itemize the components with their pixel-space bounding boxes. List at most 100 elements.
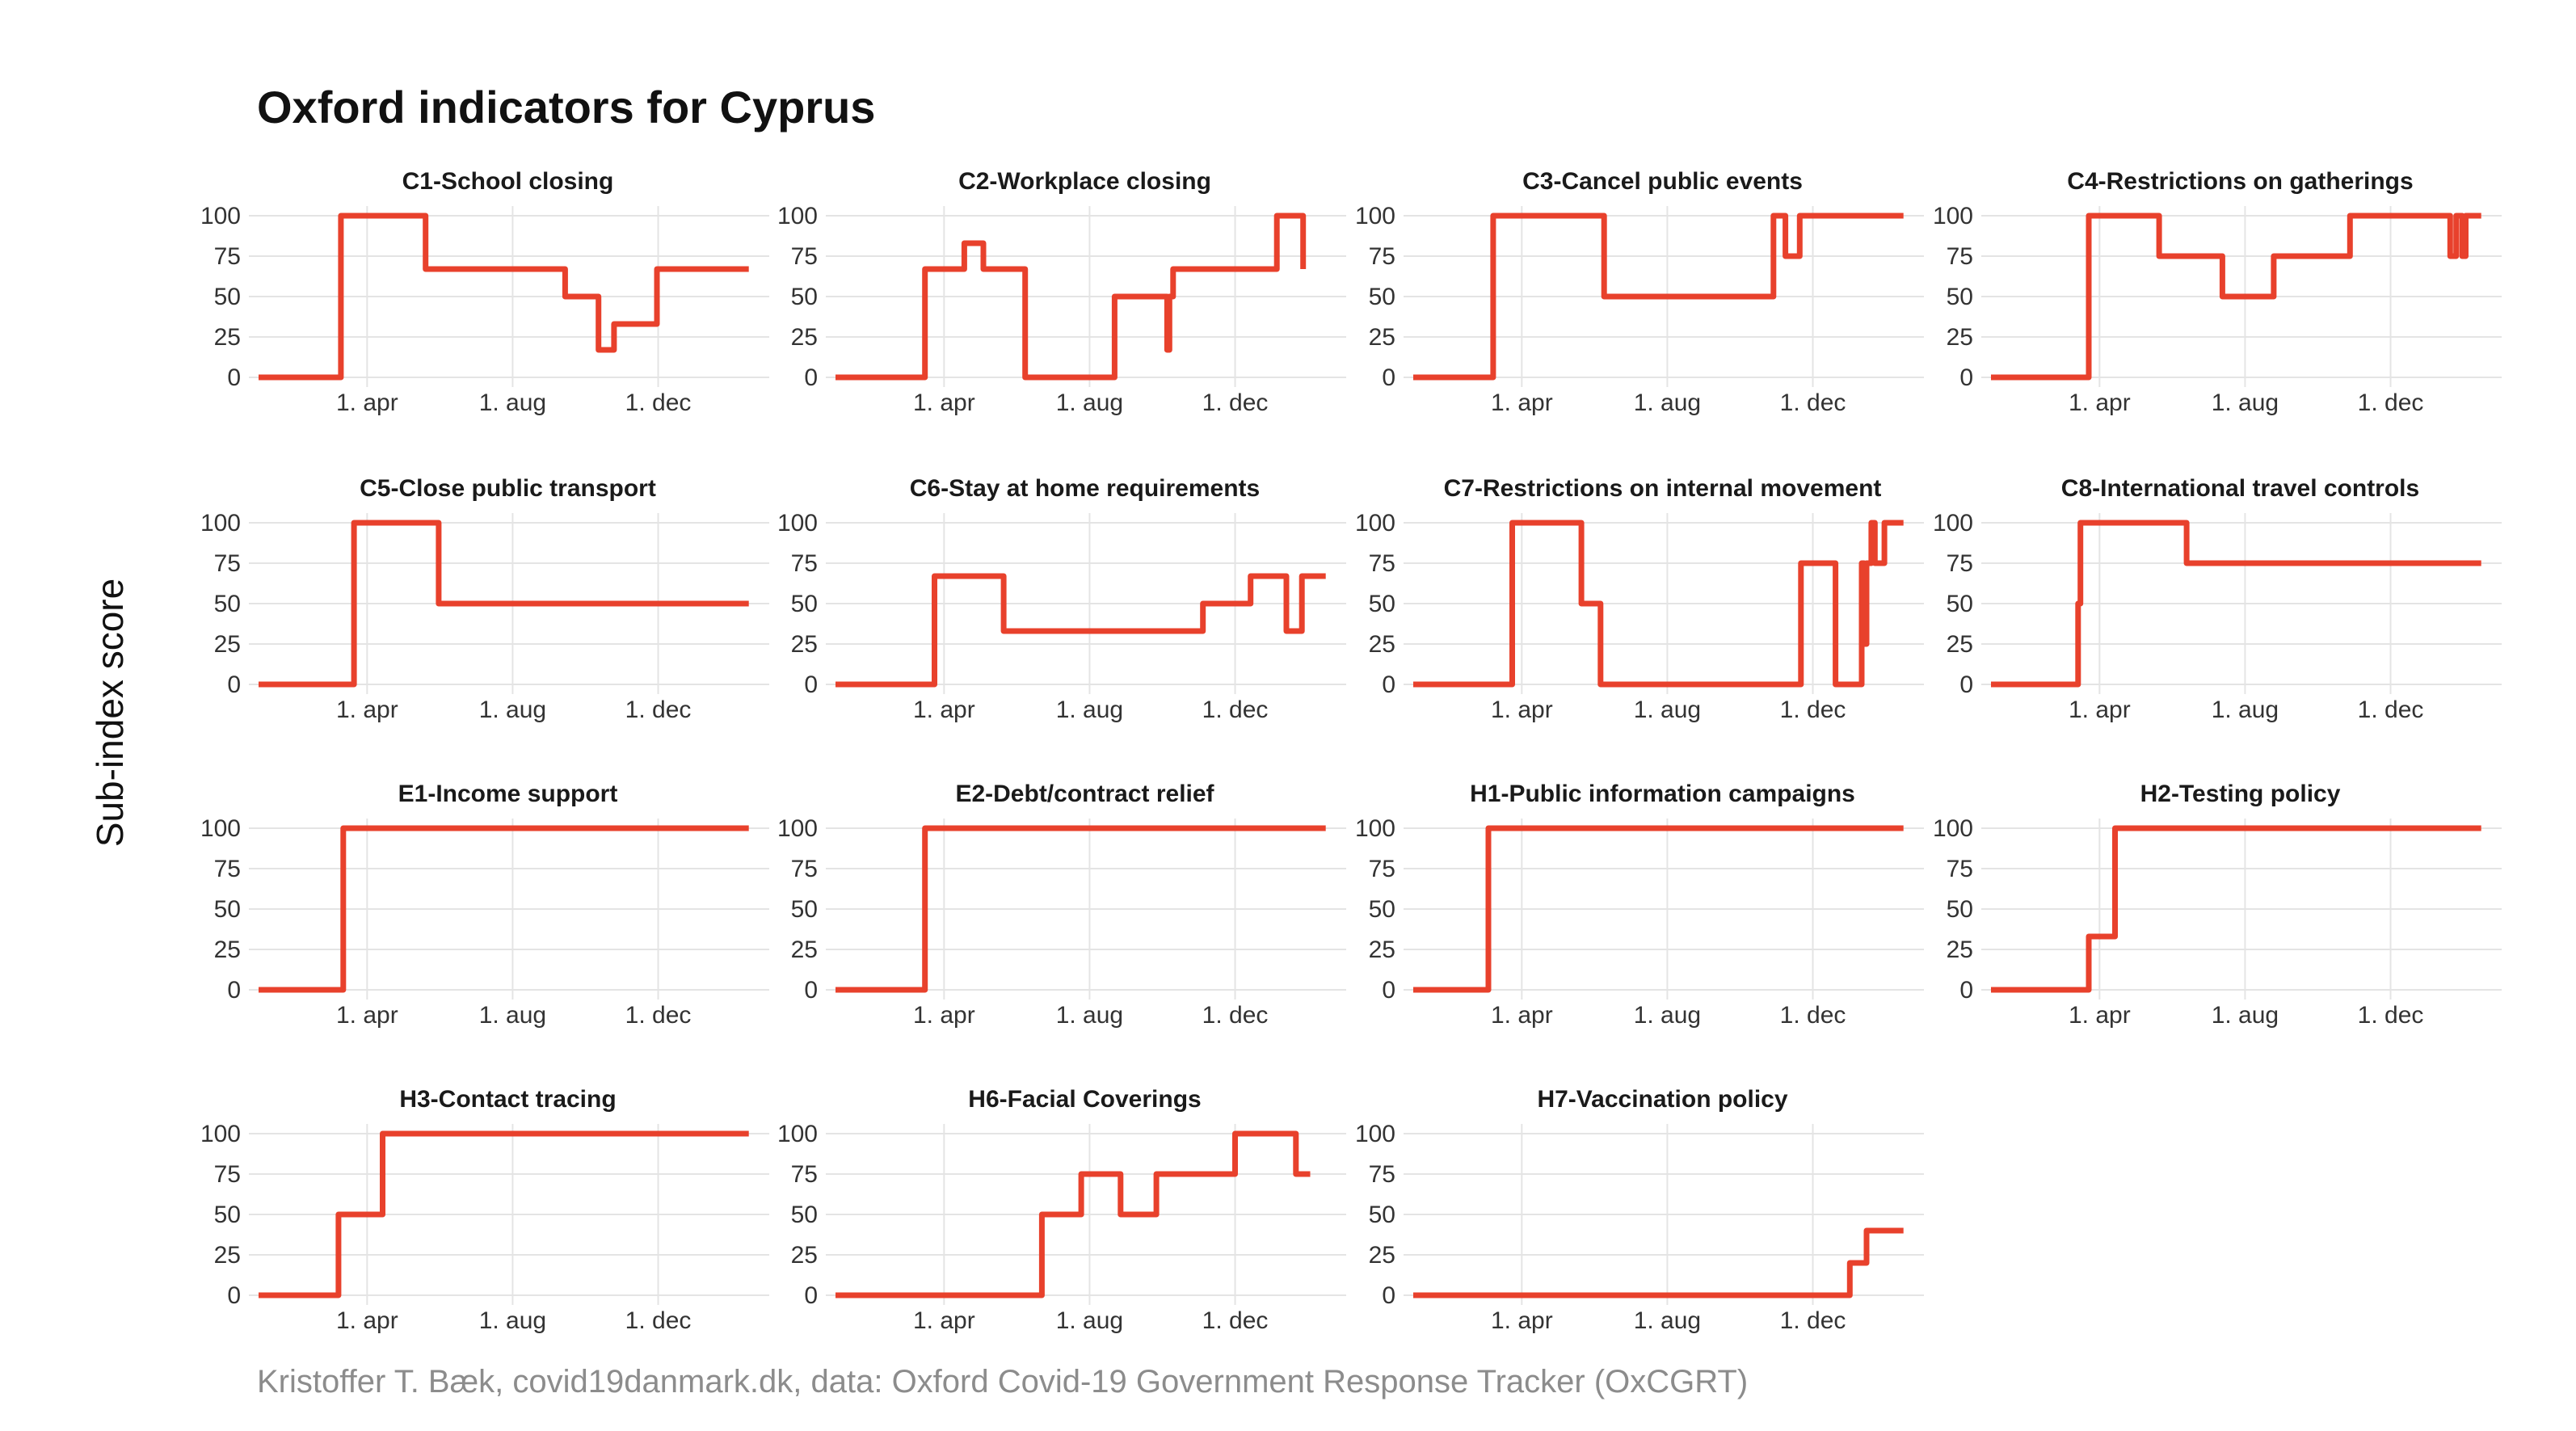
x-tick-label: 1. dec [625, 697, 692, 723]
x-tick-label: 1. dec [1780, 1002, 1846, 1029]
series-line [836, 573, 1326, 688]
y-tick-label: 75 [1369, 1161, 1395, 1188]
y-tick-label: 25 [791, 1242, 818, 1269]
x-tick-label: 1. apr [336, 1307, 398, 1334]
panel-8: 0 25 50 75 100 1. apr 1. aug 1. dec C8-Internati… [1933, 475, 2502, 723]
y-tick-label: 50 [1947, 591, 1973, 617]
y-tick-label: 75 [214, 550, 241, 577]
series-line [1991, 825, 2481, 993]
y-tick-label: 75 [1947, 550, 1973, 577]
y-tick-label: 75 [791, 550, 818, 577]
x-tick-label: 1. aug [2212, 389, 2279, 416]
y-tick-label: 75 [214, 856, 241, 882]
y-tick-label: 25 [1369, 324, 1395, 351]
y-tick-label: 50 [791, 591, 818, 617]
y-tick-label: 25 [214, 631, 241, 658]
x-tick-label: 1. dec [1202, 1002, 1269, 1029]
x-tick-label: 1. aug [479, 1002, 546, 1029]
y-tick-label: 0 [804, 671, 818, 698]
y-tick-label: 75 [1369, 243, 1395, 270]
x-tick-label: 1. apr [2069, 1002, 2131, 1029]
panel-title: E1-Income support [398, 781, 618, 807]
series-line [259, 213, 749, 381]
y-tick-label: 50 [1369, 591, 1395, 617]
y-tick-label: 75 [1369, 550, 1395, 577]
panel-title: H2-Testing policy [2140, 781, 2341, 807]
y-tick-label: 25 [1947, 324, 1973, 351]
series-line [836, 1130, 1311, 1298]
series-line [1991, 213, 2481, 381]
x-tick-label: 1. apr [336, 1002, 398, 1029]
x-tick-label: 1. dec [1202, 697, 1269, 723]
y-tick-label: 50 [791, 284, 818, 310]
figure-title: Oxford indicators for Cyprus [257, 82, 876, 133]
y-tick-label: 0 [804, 364, 818, 391]
y-tick-label: 25 [791, 936, 818, 963]
x-tick-label: 1. aug [1056, 1307, 1123, 1334]
x-tick-label: 1. aug [1634, 1002, 1701, 1029]
y-tick-label: 50 [791, 1202, 818, 1228]
y-tick-label: 0 [1959, 671, 1973, 698]
x-tick-label: 1. dec [2358, 1002, 2424, 1029]
y-tick-label: 100 [1355, 815, 1395, 842]
x-tick-label: 1. dec [1780, 697, 1846, 723]
x-tick-label: 1. aug [1056, 389, 1123, 416]
panel-11: 0 25 50 75 100 1. apr 1. aug 1. dec H1-Public in… [1355, 781, 1924, 1029]
panel-14: 0 25 50 75 100 1. apr 1. aug 1. dec H6-Facial Co… [777, 1086, 1346, 1334]
series-line [1991, 520, 2481, 688]
panel-title: C1-School closing [402, 168, 614, 195]
series-line [1413, 520, 1904, 688]
y-tick-label: 50 [1947, 284, 1973, 310]
x-tick-label: 1. apr [336, 697, 398, 723]
y-tick-label: 50 [1947, 896, 1973, 923]
y-tick-label: 25 [1369, 936, 1395, 963]
y-tick-label: 0 [227, 977, 241, 1004]
y-tick-label: 25 [214, 936, 241, 963]
y-tick-label: 0 [804, 977, 818, 1004]
panel-4: 0 25 50 75 100 1. apr 1. aug 1. dec C4-Restricti… [1933, 168, 2502, 416]
panel-title: H1-Public information campaigns [1470, 781, 1855, 807]
series-line [259, 1130, 749, 1298]
y-tick-label: 100 [777, 1121, 818, 1147]
x-tick-label: 1. apr [913, 389, 975, 416]
panel-title: C2-Workplace closing [958, 168, 1211, 195]
y-tick-label: 50 [214, 284, 241, 310]
y-tick-label: 0 [1382, 671, 1395, 698]
y-tick-label: 75 [791, 1161, 818, 1188]
x-tick-label: 1. aug [479, 697, 546, 723]
x-tick-label: 1. aug [479, 389, 546, 416]
x-tick-label: 1. apr [1491, 1307, 1553, 1334]
series-line [1413, 825, 1904, 993]
panel-1: 0 25 50 75 100 1. apr 1. aug 1. dec C1-School cl… [200, 168, 769, 416]
x-tick-label: 1. aug [1056, 1002, 1123, 1029]
y-tick-label: 25 [791, 324, 818, 351]
y-tick-label: 0 [227, 671, 241, 698]
y-tick-label: 75 [1947, 856, 1973, 882]
x-tick-label: 1. dec [2358, 697, 2424, 723]
series-line [1413, 213, 1904, 381]
y-tick-label: 75 [791, 243, 818, 270]
panel-title: H7-Vaccination policy [1537, 1086, 1787, 1113]
y-tick-label: 0 [227, 364, 241, 391]
x-tick-label: 1. aug [2212, 697, 2279, 723]
panel-title: C6-Stay at home requirements [910, 475, 1260, 502]
y-tick-label: 100 [1933, 203, 1973, 229]
y-tick-label: 25 [214, 324, 241, 351]
x-tick-label: 1. apr [336, 389, 398, 416]
y-tick-label: 100 [777, 203, 818, 229]
x-tick-label: 1. dec [625, 389, 692, 416]
y-tick-label: 50 [1369, 1202, 1395, 1228]
x-tick-label: 1. apr [1491, 1002, 1553, 1029]
series-line [836, 213, 1307, 381]
y-tick-label: 75 [214, 1161, 241, 1188]
y-tick-label: 100 [1355, 510, 1395, 537]
x-tick-label: 1. dec [1202, 1307, 1269, 1334]
y-tick-label: 75 [1369, 856, 1395, 882]
panel-title: C4-Restrictions on gatherings [2067, 168, 2413, 195]
y-tick-label: 25 [1947, 631, 1973, 658]
x-tick-label: 1. aug [1634, 697, 1701, 723]
panel-title: H3-Contact tracing [399, 1086, 616, 1113]
panel-5: 0 25 50 75 100 1. apr 1. aug 1. dec C5-Close pub… [200, 475, 769, 723]
panel-2: 0 25 50 75 100 1. apr 1. aug 1. dec C2-Workplace… [777, 168, 1346, 416]
